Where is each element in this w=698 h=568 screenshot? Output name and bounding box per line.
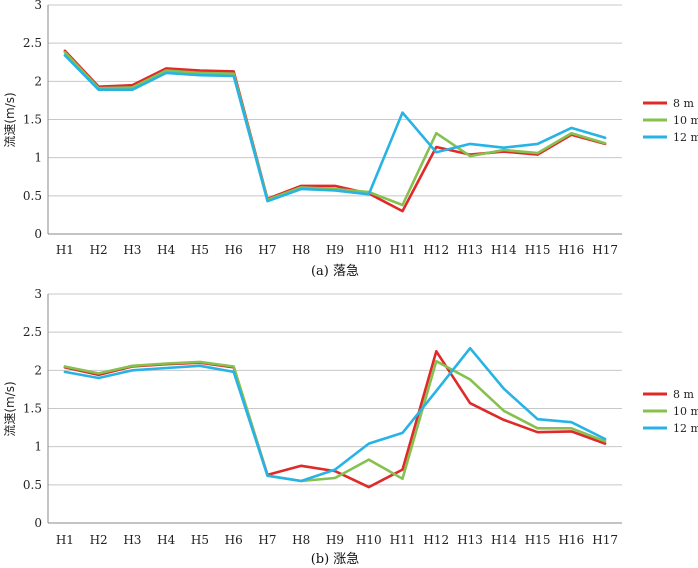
x-tick-label: H2	[90, 533, 108, 547]
x-tick-label: H11	[390, 533, 416, 547]
x-tick-label: H8	[292, 243, 310, 257]
x-tick-label: H5	[191, 243, 209, 257]
series-line-8m	[63, 349, 607, 489]
y-axis-label: 流速(m/s)	[3, 92, 17, 147]
y-tick-label: 1.5	[23, 113, 42, 127]
x-tick-label: H13	[457, 533, 483, 547]
y-tick-label: 2.5	[23, 36, 42, 50]
y-tick-label: 1.5	[23, 402, 42, 416]
x-tick-label: H7	[258, 533, 276, 547]
x-tick-label: H7	[258, 243, 276, 257]
legend-label: 8 m	[673, 97, 694, 110]
x-tick-label: H16	[558, 243, 584, 257]
x-tick-label: H6	[225, 533, 243, 547]
x-tick-label: H17	[592, 533, 618, 547]
x-tick-label: H1	[56, 243, 74, 257]
x-tick-label: H11	[390, 243, 416, 257]
y-tick-label: 0	[34, 516, 42, 530]
x-tick-label: H12	[423, 533, 449, 547]
series-line-8m	[63, 49, 607, 213]
panel-caption: (b) 涨急	[311, 552, 360, 567]
series-line-10m	[63, 359, 607, 483]
legend-label: 12 m	[673, 422, 698, 435]
y-axis-label: 流速(m/s)	[3, 381, 17, 436]
x-tick-label: H6	[225, 243, 243, 257]
x-tick-label: H15	[525, 533, 551, 547]
y-tick-label: 2	[34, 74, 42, 88]
y-tick-label: 1	[34, 151, 42, 165]
panel-b-flood-tide: 0 0.5 1 1.5 2 2.5 3 H1 H2 H3 H4 H5 H6 H7 H8 H9 H10 H11 H12…	[3, 287, 698, 567]
series-line-10m	[63, 50, 607, 207]
legend-label: 10 m	[673, 114, 698, 127]
x-tick-label: H4	[157, 243, 175, 257]
y-tick-label: 1	[34, 440, 42, 454]
series-line-12m	[63, 54, 607, 203]
x-tick-label: H8	[292, 533, 310, 547]
x-tick-label: H13	[457, 243, 483, 257]
y-tick-label: 0.5	[23, 478, 42, 492]
x-tick-label: H9	[326, 243, 344, 257]
x-tick-label: H14	[491, 243, 517, 257]
x-tick-label: H15	[525, 243, 551, 257]
x-tick-label: H3	[123, 243, 141, 257]
x-tick-label: H14	[491, 533, 517, 547]
x-tick-label: H10	[356, 533, 382, 547]
y-tick-label: 3	[34, 0, 42, 12]
panel-caption: (a) 落急	[311, 264, 359, 279]
y-tick-label: 0.5	[23, 189, 42, 203]
x-tick-label: H2	[90, 243, 108, 257]
x-tick-label: H12	[423, 243, 449, 257]
x-tick-label: H1	[56, 533, 74, 547]
x-tick-label: H9	[326, 533, 344, 547]
y-tick-label: 0	[34, 227, 42, 241]
x-tick-label: H5	[191, 533, 209, 547]
x-tick-label: H16	[558, 533, 584, 547]
y-tick-label: 2	[34, 363, 42, 377]
x-tick-label: H17	[592, 243, 618, 257]
y-tick-label: 3	[34, 287, 42, 301]
x-tick-label: H4	[157, 533, 175, 547]
legend-label: 10 m	[673, 405, 698, 418]
x-tick-label: H10	[356, 243, 382, 257]
series-line-12m	[63, 346, 607, 483]
legend-label: 12 m	[673, 131, 698, 144]
legend-label: 8 m	[673, 388, 694, 401]
x-tick-label: H3	[123, 533, 141, 547]
y-tick-label: 2.5	[23, 325, 42, 339]
panel-a-flood-ebb: 0 0.5 1 1.5 2 2.5 3 H1 H2 H3 H4 H5 H6 H7 H8 H9 H10 H11 H12…	[3, 0, 698, 279]
